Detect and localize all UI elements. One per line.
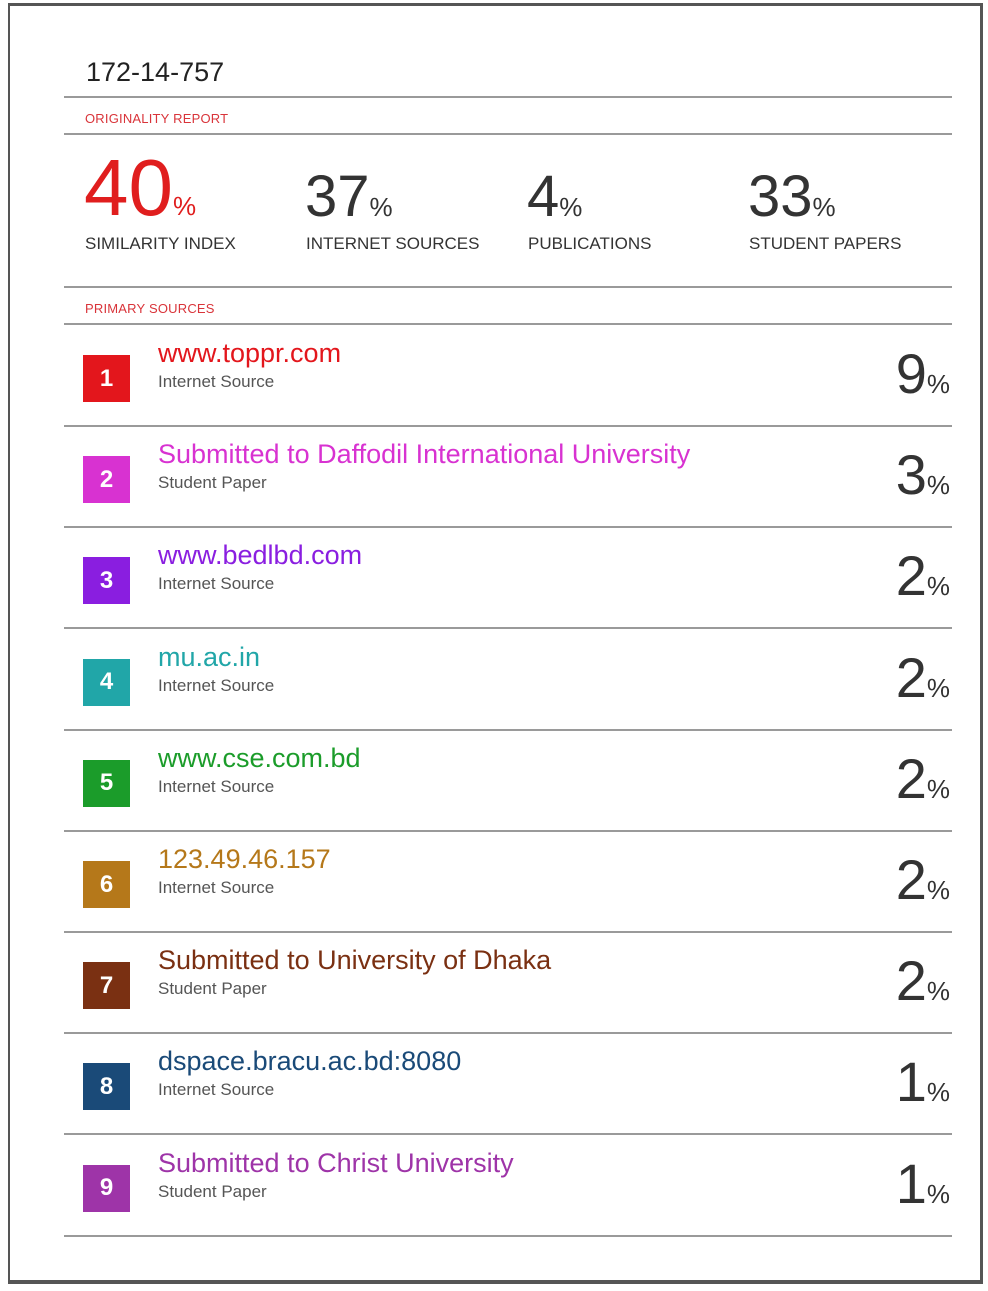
source-title: Submitted to University of Dhaka <box>158 945 552 976</box>
source-number: 4 <box>83 658 130 706</box>
percent-unit: % <box>926 875 950 905</box>
source-percent: 1% <box>896 1054 950 1120</box>
source-percent: 1% <box>896 1155 950 1222</box>
stat-number: 33 <box>748 164 813 229</box>
source-number: 5 <box>83 759 130 807</box>
divider <box>64 286 952 288</box>
percent-value: 2 <box>895 645 927 709</box>
divider <box>64 425 952 427</box>
percent-value: 2 <box>895 848 927 911</box>
stat-label: INTERNET SOURCES <box>306 234 480 253</box>
source-type: Student Paper <box>158 1181 267 1201</box>
source-number: 6 <box>83 861 130 908</box>
stat-label: PUBLICATIONS <box>528 234 652 253</box>
divider <box>64 526 952 529</box>
page-frame <box>8 3 983 1284</box>
source-type: Internet Source <box>158 776 275 796</box>
divider <box>64 627 952 630</box>
percent-unit: % <box>926 1077 950 1108</box>
stat-label: SIMILARITY INDEX <box>85 234 236 253</box>
stat-number: 4 <box>527 164 560 229</box>
percent-value: 2 <box>895 949 927 1013</box>
divider <box>64 133 952 135</box>
stat-number: 40 <box>84 143 173 232</box>
stat-value: 40% <box>84 148 196 228</box>
source-number: 7 <box>83 962 130 1010</box>
stat-value: 33% <box>748 168 836 226</box>
source-type: Internet Source <box>158 1080 275 1100</box>
stat-unit: % <box>559 192 583 222</box>
percent-unit: % <box>926 470 950 501</box>
percent-unit: % <box>926 571 950 602</box>
source-number: 9 <box>83 1164 130 1212</box>
percent-unit: % <box>926 672 950 703</box>
source-percent: 2% <box>896 750 950 817</box>
stat-unit: % <box>172 191 197 221</box>
source-title: Submitted to Christ University <box>158 1147 514 1178</box>
percent-value: 2 <box>895 746 927 810</box>
percent-value: 2 <box>895 544 927 608</box>
divider <box>64 96 952 98</box>
percent-unit: % <box>926 369 950 399</box>
source-number: 1 <box>83 355 130 402</box>
percent-value: 9 <box>895 342 927 405</box>
divider <box>64 323 952 325</box>
divider <box>64 1032 952 1035</box>
stat-unit: % <box>369 192 393 222</box>
percent-value: 3 <box>895 443 927 507</box>
percent-unit: % <box>926 773 950 804</box>
divider <box>64 1133 952 1136</box>
source-type: Student Paper <box>158 979 267 999</box>
percent-unit: % <box>926 976 950 1007</box>
source-percent: 9% <box>896 346 950 412</box>
source-type: Internet Source <box>158 574 275 594</box>
stat-value: 4% <box>527 168 582 226</box>
divider <box>64 931 952 933</box>
source-type: Internet Source <box>158 372 275 391</box>
source-number: 3 <box>83 557 130 605</box>
source-title: mu.ac.in <box>158 641 261 672</box>
source-number: 8 <box>83 1063 130 1111</box>
percent-unit: % <box>926 1178 950 1209</box>
source-number: 2 <box>83 456 130 504</box>
stat-unit: % <box>812 192 836 222</box>
stat-number: 37 <box>305 164 370 229</box>
source-title: www.cse.com.bd <box>158 742 361 773</box>
divider <box>64 829 952 832</box>
source-title: www.bedlbd.com <box>158 540 363 571</box>
source-percent: 2% <box>896 649 950 716</box>
source-percent: 2% <box>896 953 950 1019</box>
report-id: 172-14-757 <box>86 57 225 87</box>
source-title: dspace.bracu.ac.bd:8080 <box>158 1046 462 1077</box>
stat-value: 37% <box>305 168 393 226</box>
source-percent: 3% <box>896 447 950 513</box>
section-heading: ORIGINALITY REPORT <box>85 111 229 126</box>
percent-value: 1 <box>895 1050 927 1114</box>
source-title: 123.49.46.157 <box>158 844 331 874</box>
percent-value: 1 <box>895 1151 927 1215</box>
source-title: www.toppr.com <box>158 338 342 368</box>
section-heading: PRIMARY SOURCES <box>85 301 215 316</box>
source-type: Student Paper <box>158 473 267 493</box>
source-percent: 2% <box>896 852 950 918</box>
source-percent: 2% <box>896 548 950 614</box>
divider <box>64 728 952 731</box>
source-title: Submitted to Daffodil International Univ… <box>158 439 691 470</box>
source-type: Internet Source <box>158 675 275 695</box>
divider <box>64 1234 952 1237</box>
stat-label: STUDENT PAPERS <box>749 234 902 253</box>
source-type: Internet Source <box>158 878 275 897</box>
